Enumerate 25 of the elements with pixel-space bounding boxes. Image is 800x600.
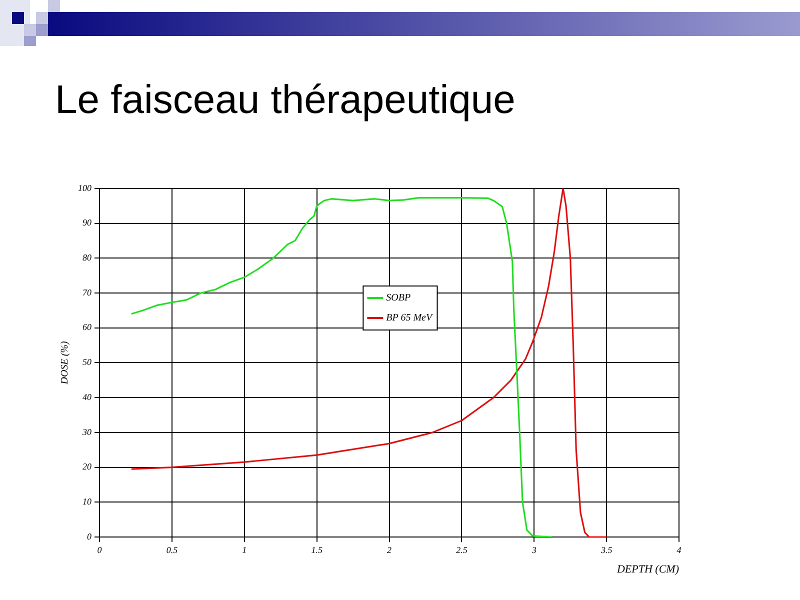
legend-label: SOBP xyxy=(386,292,411,304)
y-tick-label: 100 xyxy=(78,182,92,193)
y-tick-label: 90 xyxy=(82,218,92,228)
y-tick-label: 40 xyxy=(82,392,92,402)
x-tick-label: 3 xyxy=(530,544,537,555)
y-axis-title: DOSE (%) xyxy=(60,340,71,386)
y-tick-label: 30 xyxy=(82,426,92,437)
x-tick-label: 0.5 xyxy=(166,544,178,555)
x-tick-label: 0 xyxy=(97,544,102,555)
x-tick-label: 2 xyxy=(387,544,392,555)
x-tick-label: 2.5 xyxy=(456,544,468,555)
y-tick-label: 50 xyxy=(82,357,92,368)
y-tick-label: 20 xyxy=(82,462,92,472)
y-tick-label: 0 xyxy=(87,531,92,542)
y-tick-label: 10 xyxy=(82,496,92,506)
y-tick-label: 80 xyxy=(82,252,92,262)
y-tick-label: 70 xyxy=(82,287,92,298)
legend-label: BP 65 MeV xyxy=(386,312,434,324)
x-tick-label: 3.5 xyxy=(600,544,613,555)
x-tick-label: 4 xyxy=(676,544,682,555)
y-tick-label: 60 xyxy=(82,322,92,332)
x-tick-label: 1 xyxy=(242,544,247,555)
x-axis-title: DEPTH (CM) xyxy=(616,563,680,576)
x-tick-label: 1.5 xyxy=(311,544,323,555)
chart-title: Le faisceau thérapeutique xyxy=(55,78,516,123)
